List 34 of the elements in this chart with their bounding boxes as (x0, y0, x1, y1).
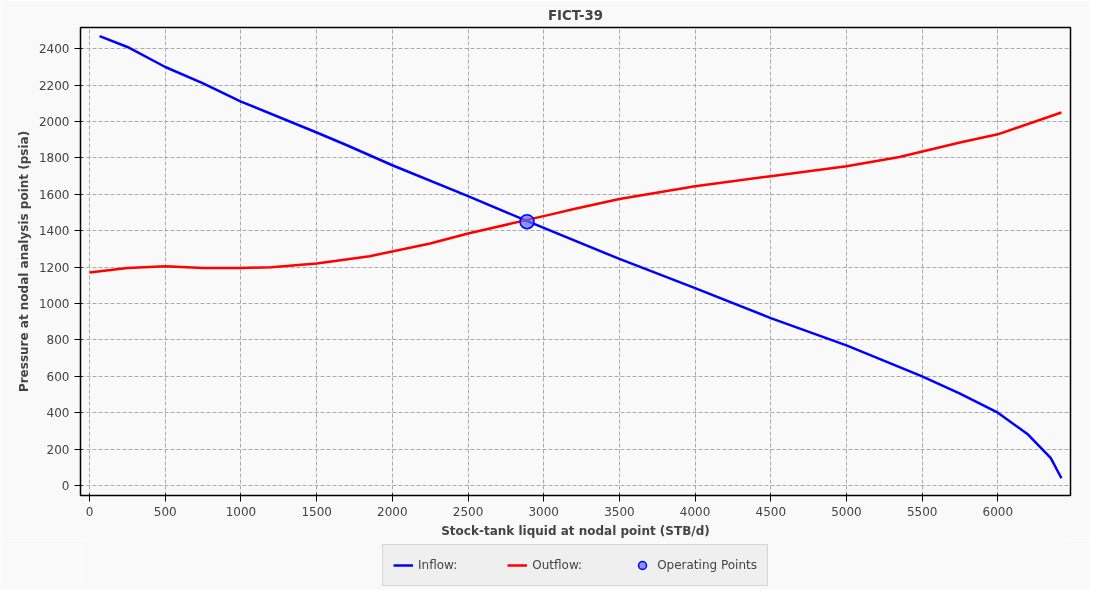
x-tick-label: 1500 (301, 504, 332, 519)
y-tick-label: 2200 (38, 78, 70, 93)
y-tick-label: 2400 (38, 42, 70, 57)
x-tick-label: 4000 (679, 504, 711, 519)
y-axis-title: Pressure at nodal analysis point (psia) (16, 130, 31, 393)
y-tick-label: 2000 (38, 115, 70, 130)
x-tick-label: 5500 (906, 504, 938, 519)
x-tick-label: 3000 (528, 504, 559, 519)
y-tick-label: 1800 (38, 151, 70, 166)
x-tick-label: 3500 (604, 504, 635, 519)
y-tick-label: 800 (46, 333, 70, 348)
legend-label: Inflow: (418, 558, 458, 572)
y-tick-label: 0 (61, 478, 70, 493)
y-tick-label: 1200 (38, 260, 70, 275)
line-series (88, 111, 1063, 274)
x-tick-label: 2500 (452, 504, 484, 519)
y-tick-label: 200 (46, 442, 70, 457)
chart-title: FICT-39 (547, 7, 604, 23)
legend-label: Outflow: (532, 558, 583, 572)
x-tick-label: 500 (153, 504, 177, 519)
y-tick-label: 1000 (38, 297, 70, 312)
y-tick-label: 400 (46, 406, 70, 421)
y-tick-label: 600 (46, 369, 70, 384)
line-series (98, 34, 1063, 480)
y-tick-label: 1600 (38, 187, 70, 202)
y-tick-label: 1400 (38, 224, 70, 239)
x-tick-label: 5000 (831, 504, 862, 519)
x-tick-label: 0 (85, 504, 94, 519)
legend-label: Operating Points (657, 558, 757, 572)
x-axis-title: Stock-tank liquid at nodal point (STB/d) (441, 523, 710, 538)
x-tick-label: 4500 (755, 504, 787, 519)
x-tick-label: 6000 (982, 504, 1014, 519)
x-tick-label: 2000 (377, 504, 408, 519)
x-tick-label: 1000 (225, 504, 257, 519)
